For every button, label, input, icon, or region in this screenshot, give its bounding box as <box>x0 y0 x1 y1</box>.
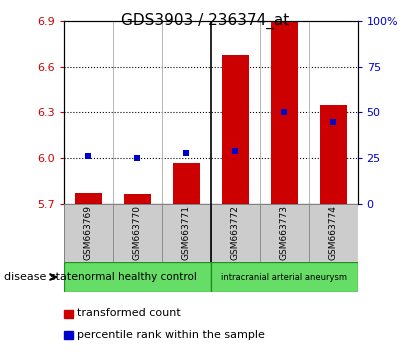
Bar <box>64 204 113 262</box>
Point <box>330 119 336 124</box>
Text: GSM663774: GSM663774 <box>328 205 337 260</box>
Bar <box>162 204 211 262</box>
Text: disease state: disease state <box>4 272 78 282</box>
Text: GSM663769: GSM663769 <box>84 205 93 260</box>
Bar <box>75 193 102 204</box>
Text: GSM663772: GSM663772 <box>231 205 240 260</box>
Point <box>232 148 238 154</box>
Text: GSM663770: GSM663770 <box>133 205 142 260</box>
Bar <box>64 331 73 339</box>
Text: GSM663773: GSM663773 <box>279 205 289 260</box>
Text: GSM663771: GSM663771 <box>182 205 191 260</box>
Bar <box>320 105 346 204</box>
Bar <box>113 204 162 262</box>
Text: normal healthy control: normal healthy control <box>78 272 196 282</box>
Text: GDS3903 / 236374_at: GDS3903 / 236374_at <box>121 12 290 29</box>
Bar <box>211 262 358 292</box>
Point <box>85 153 92 159</box>
Point <box>183 150 189 155</box>
Bar <box>64 310 73 318</box>
Bar <box>270 21 298 204</box>
Text: intracranial arterial aneurysm: intracranial arterial aneurysm <box>221 273 347 281</box>
Bar <box>64 262 210 292</box>
Bar <box>211 204 260 262</box>
Point <box>134 155 141 161</box>
Bar <box>309 204 358 262</box>
Text: transformed count: transformed count <box>77 308 180 318</box>
Text: percentile rank within the sample: percentile rank within the sample <box>77 330 265 339</box>
Bar <box>222 55 249 204</box>
Bar <box>173 162 200 204</box>
Point <box>281 110 287 115</box>
Bar <box>260 204 309 262</box>
Bar <box>124 194 151 204</box>
